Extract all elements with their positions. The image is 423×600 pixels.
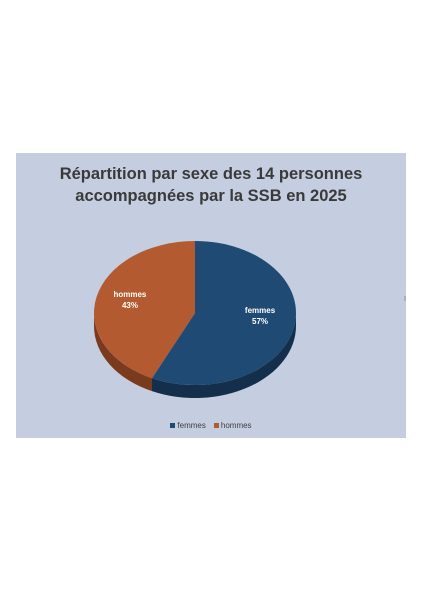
pie-chart: femmes 57% hommes 43% — [93, 241, 296, 398]
data-label-hommes-name: hommes — [113, 290, 146, 299]
page-edge-mark — [404, 296, 406, 301]
legend-swatch-hommes — [213, 423, 219, 428]
legend-label-femmes: femmes — [177, 421, 206, 430]
data-label-hommes-value: 43% — [122, 301, 138, 310]
pie-slice-hommes — [93, 241, 195, 379]
data-label-femmes-name: femmes — [245, 306, 276, 315]
legend-swatch-femmes — [170, 423, 176, 428]
pie-side-hommes-0 — [94, 313, 152, 392]
legend-item-femmes: femmes — [170, 421, 206, 430]
chart-title-line-2: accompagnées par la SSB en 2025 — [75, 187, 347, 205]
chart-title-line-1: Répartition par sexe des 14 personnes — [59, 165, 363, 183]
chart-title: Répartition par sexe des 14 personnes ac… — [16, 163, 406, 207]
legend-item-hommes: hommes — [213, 421, 252, 430]
pie-slice-femmes — [151, 241, 296, 385]
legend-label-hommes: hommes — [220, 421, 252, 430]
data-label-femmes-value: 57% — [252, 317, 268, 326]
pie-side-femmes-0 — [151, 313, 296, 398]
chart-panel: Répartition par sexe des 14 personnes ac… — [16, 153, 406, 438]
chart-legend: femmes hommes — [16, 421, 406, 430]
